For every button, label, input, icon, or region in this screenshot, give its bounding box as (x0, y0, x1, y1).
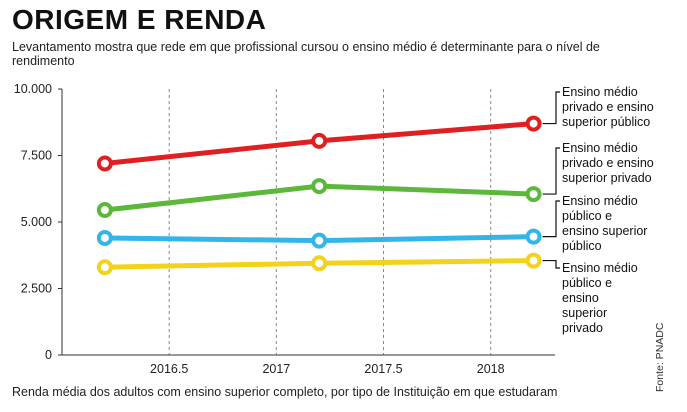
data-point (311, 255, 328, 272)
source-note: Fonte: PNADC (654, 322, 666, 392)
series-label: Ensino médio privado e ensino superior pri… (562, 141, 654, 185)
series-label-line: superior privado (562, 171, 652, 185)
series-label: Ensino médio público e ensino superior públ… (562, 194, 647, 253)
data-point (311, 178, 328, 195)
series-label-line: público e (562, 209, 612, 223)
y-tick-label: 7.500 (21, 149, 52, 163)
series-label: Ensino médio privado e ensino superior púb… (562, 85, 654, 129)
data-point (311, 132, 328, 149)
label-connector (542, 147, 560, 195)
label-connector (542, 91, 560, 125)
data-point (525, 115, 542, 132)
chart-subtitle: Levantamento mostra que rede em que prof… (12, 40, 600, 68)
data-point (96, 155, 113, 172)
axes: 2016.5 2017 2017.5 2018 0 2.500 5.000 7.500 10.0… (14, 82, 555, 376)
data-point (525, 228, 542, 245)
data-point (311, 232, 328, 249)
y-tick-label: 10.000 (14, 82, 52, 96)
series-label-line: Ensino médio (562, 85, 638, 99)
x-tick-label: 2018 (477, 362, 505, 376)
series-label-line: público (562, 239, 602, 253)
label-connector (542, 200, 560, 238)
series-label-line: superior público (562, 115, 650, 129)
label-connector (542, 259, 560, 269)
series-label-line: Ensino médio (562, 141, 638, 155)
x-tick-label: 2016.5 (150, 362, 188, 376)
y-tick-label: 2.500 (21, 282, 52, 296)
chart-caption: Renda média dos adultos com ensino super… (12, 385, 558, 399)
series-label-line: Ensino médio (562, 261, 638, 275)
series-label-line: privado (562, 321, 603, 335)
series-label-line: privado e ensino (562, 100, 654, 114)
series-label-line: Ensino médio (562, 194, 638, 208)
data-point (525, 186, 542, 203)
series-labels: Ensino médio privado e ensino superior púb… (542, 85, 654, 335)
data-point (96, 259, 113, 276)
chart-title: ORIGEM E RENDA (12, 4, 267, 35)
x-tick-label: 2017 (262, 362, 290, 376)
series-label-line: ensino superior (562, 224, 647, 238)
series-label-line: público e (562, 276, 612, 290)
data-point (525, 252, 542, 269)
y-tick-label: 0 (45, 348, 52, 362)
series-label: Ensino médio público e ensino superior priva… (562, 261, 638, 335)
x-tick-label: 2017.5 (364, 362, 402, 376)
y-tick-label: 5.000 (21, 215, 52, 229)
series-label-line: ensino (562, 291, 599, 305)
data-point (96, 202, 113, 219)
series-label-line: superior (562, 306, 607, 320)
data-point (96, 229, 113, 246)
series-group (96, 115, 542, 276)
series-label-line: privado e ensino (562, 156, 654, 170)
